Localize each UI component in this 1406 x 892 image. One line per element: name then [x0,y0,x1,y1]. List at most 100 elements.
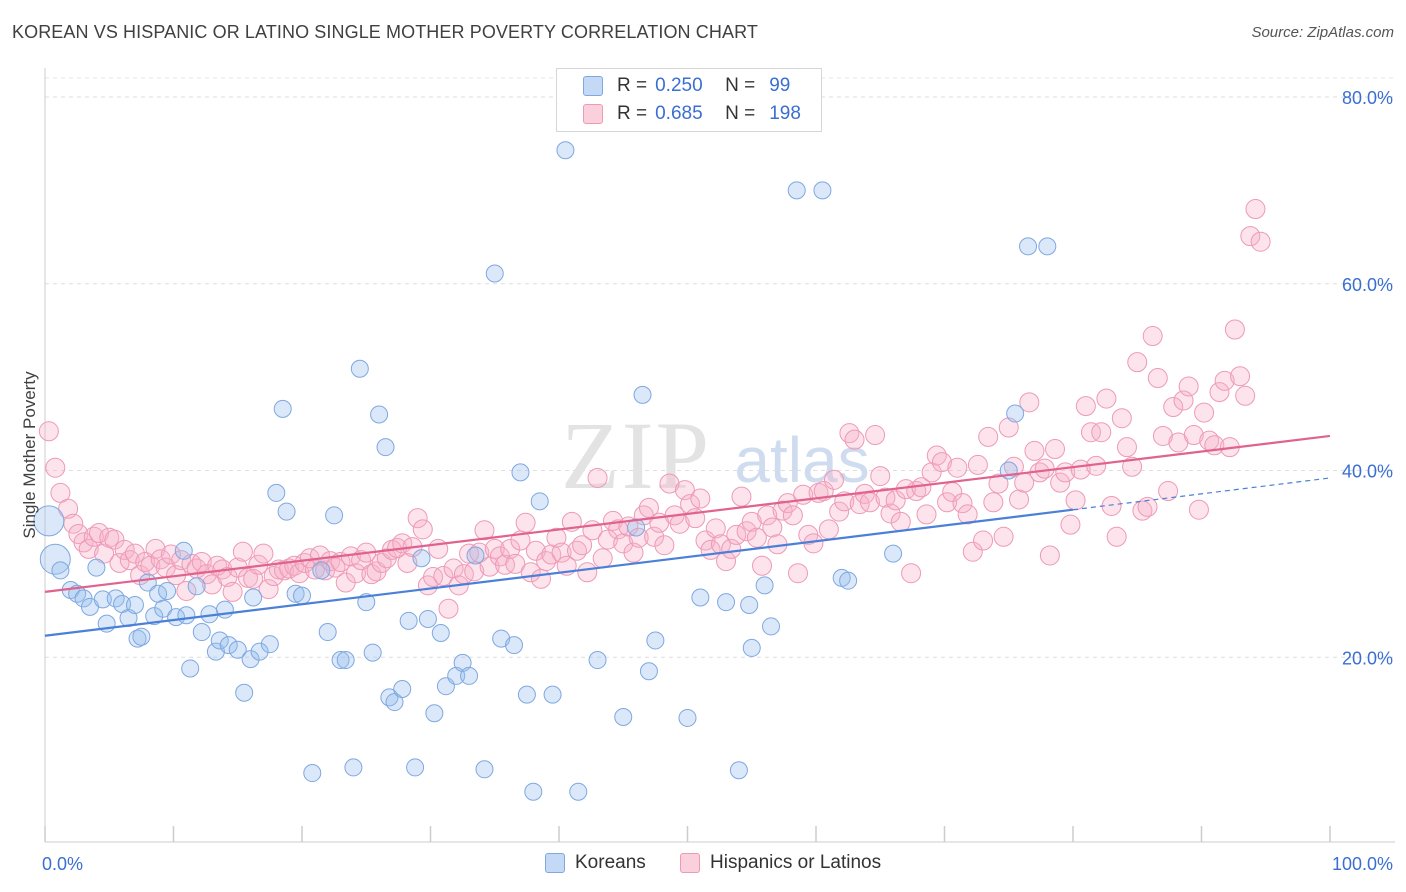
point-korean [884,544,903,563]
point-korean [569,782,588,801]
point-korean [1038,237,1057,256]
point-korean [87,558,106,577]
point-korean [453,653,472,672]
point-hispanic [988,473,1009,494]
point-hispanic [597,529,618,550]
point-korean [93,590,112,609]
point-hispanic [736,521,757,542]
point-korean [742,638,761,657]
legend-r-value: 0.685 [655,103,703,124]
point-hispanic [849,494,870,515]
point-korean [370,405,389,424]
point-hispanic [1080,422,1101,443]
legend-label-hispanics: Hispanics or Latinos [710,852,882,873]
point-hispanic [176,580,197,601]
point-hispanic [140,555,161,576]
point-korean [755,576,774,595]
point-korean [839,571,858,590]
point-hispanic [746,527,767,548]
point-korean [154,599,173,618]
point-hispanic [690,488,711,509]
point-korean [505,636,524,655]
point-hispanic [464,561,485,582]
point-hispanic [88,523,109,544]
point-korean [303,764,322,783]
point-hispanic [546,527,567,548]
point-hispanic [1250,231,1271,252]
point-hispanic [412,519,433,540]
point-hispanic [1147,368,1168,389]
point-korean [293,586,311,605]
point-korean [466,546,485,565]
point-hispanic [623,542,644,563]
point-hispanic [659,473,680,494]
point-korean [125,595,144,614]
point-hispanic [592,548,613,569]
point-hispanic [577,562,598,583]
legend-item-koreans[interactable]: Koreans [545,852,646,874]
point-hispanic [1214,370,1235,391]
point-hispanic [443,558,464,579]
point-hispanic [361,564,382,585]
point-korean [691,588,710,607]
point-hispanic [1091,422,1112,443]
point-hispanic [45,457,66,478]
point-hispanic [628,527,649,548]
point-korean [39,543,71,575]
y-axis-label: Single Mother Poverty [20,371,39,539]
watermark-zip: ZIP [561,402,711,509]
point-hispanic [726,524,747,545]
point-korean [219,636,238,655]
point-hispanic [880,503,901,524]
point-korean [762,617,781,636]
point-korean [241,650,260,669]
legend-n-label: N = [725,103,756,124]
point-hispanic [119,550,140,571]
point-hispanic [38,421,59,442]
point-hispanic [757,505,778,526]
point-hispanic [952,493,973,514]
point-korean [312,561,331,580]
point-hispanic [531,568,552,589]
point-korean [530,492,549,511]
point-korean [460,666,479,685]
point-korean [210,631,229,650]
point-hispanic [1111,408,1132,429]
point-korean [1006,404,1025,423]
point-hispanic [1235,385,1256,406]
legend-swatch-koreans [545,853,565,873]
point-hispanic [926,445,947,466]
point-hispanic [1106,526,1127,547]
legend-row-hispanics: R = 0.685 N = 198 [583,101,801,127]
point-hispanic [309,545,330,566]
point-korean [273,399,292,418]
legend-r-value: 0.250 [655,75,703,96]
point-hispanic [474,520,495,541]
point-hispanic [73,532,94,553]
axes [44,68,1395,843]
point-korean [412,549,431,568]
y-tick-label: 60.0% [1342,275,1393,295]
point-hispanic [345,563,366,584]
point-korean [393,679,412,698]
point-hispanic [1188,499,1209,520]
point-korean [363,643,382,662]
point-hispanic [1019,392,1040,413]
point-korean [431,623,450,642]
legend-swatch-hispanics [680,853,700,873]
legend-item-hispanics[interactable]: Hispanics or Latinos [680,852,881,874]
point-hispanic [515,512,536,533]
point-korean [646,631,665,650]
point-korean [813,181,832,200]
legend-row-koreans: R = 0.250 N = 99 [583,73,790,99]
point-hispanic [1245,199,1266,220]
point-korean [132,627,151,646]
point-hispanic [433,566,454,587]
point-korean [556,141,575,160]
point-hispanic [1224,319,1245,340]
point-korean [250,642,269,661]
point-hispanic [1194,402,1215,423]
point-hispanic [870,466,891,487]
point-hispanic [967,454,988,475]
legend-swatch-hispanics [583,104,603,124]
